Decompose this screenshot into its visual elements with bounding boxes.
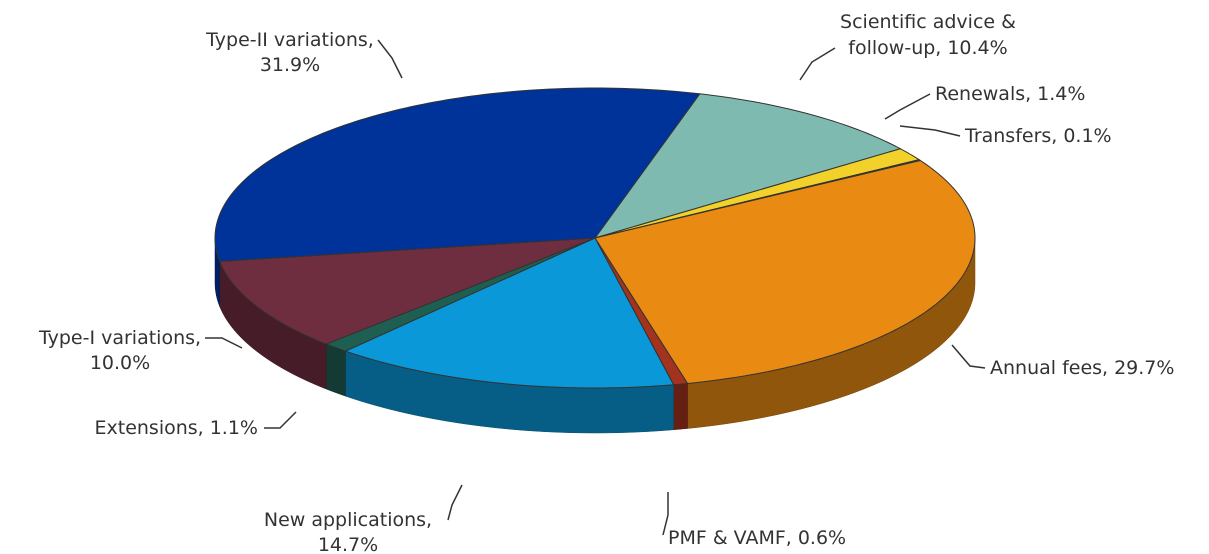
label-name: PMF & VAMF, (668, 527, 792, 549)
label-value: 1.4% (1037, 83, 1085, 105)
label-name: Scientific advice & (840, 11, 1016, 33)
slice (593, 93, 902, 239)
data-label: Type-II variations, 31.9% (205, 29, 374, 76)
slice-side (326, 343, 346, 397)
label-value: 29.7% (1114, 357, 1174, 379)
label-value: 10.4% (947, 37, 1007, 59)
leader-line (264, 411, 297, 429)
data-label: Renewals, 1.4% (935, 83, 1085, 105)
label-value: 14.7% (318, 534, 378, 554)
leader-line (899, 125, 961, 137)
slice-side (673, 383, 688, 431)
label-value: 1.1% (210, 417, 258, 439)
data-label: PMF & VAMF, 0.6% (668, 527, 846, 549)
slice (344, 237, 675, 389)
slice (218, 237, 596, 345)
leader-line (662, 492, 669, 536)
label-name: Type-I variations, (38, 327, 201, 349)
label-value: 31.9% (260, 54, 320, 76)
leader-line (377, 39, 403, 79)
data-label: Annual fees, 29.7% (990, 357, 1174, 379)
slice (214, 87, 701, 262)
data-label: New applications, 14.7% (264, 509, 432, 554)
slice (594, 159, 976, 385)
leader-line (205, 337, 243, 349)
label-name: follow-up, (848, 37, 941, 59)
label-value: 0.6% (798, 527, 846, 549)
data-label: Transfers, 0.1% (964, 125, 1112, 147)
data-label: Scientific advice & follow-up, 10.4% (840, 11, 1016, 59)
leader-line (884, 93, 931, 120)
label-name: Type-II variations, (205, 29, 374, 51)
data-label: Type-I variations, 10.0% (38, 327, 201, 374)
data-label: Extensions, 1.1% (95, 417, 259, 439)
label-name: Extensions, (95, 417, 204, 439)
label-name: New applications, (264, 509, 432, 531)
label-name: Annual fees, (990, 357, 1108, 379)
label-value: 0.1% (1063, 125, 1111, 147)
label-value: 10.0% (90, 352, 150, 374)
leader-line (447, 484, 463, 521)
label-name: Transfers, (964, 125, 1057, 147)
leader-line (799, 47, 836, 81)
label-name: Renewals, (935, 83, 1031, 105)
leader-line (951, 344, 986, 369)
slice (594, 148, 921, 239)
